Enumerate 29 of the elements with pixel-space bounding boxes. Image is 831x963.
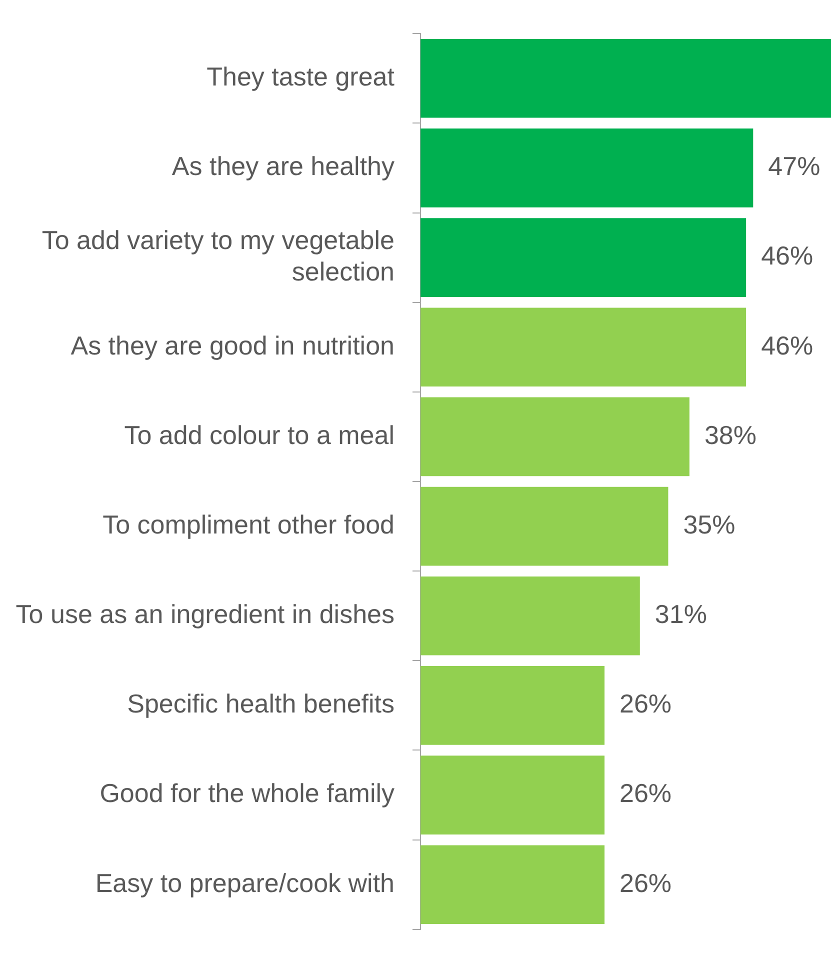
bar	[420, 576, 640, 656]
bar	[420, 845, 605, 924]
bar	[420, 38, 831, 118]
data-label: 35%	[683, 509, 736, 540]
data-label: 31%	[654, 599, 707, 630]
data-label: 26%	[620, 688, 672, 719]
data-label: 26%	[620, 868, 672, 898]
bar	[420, 397, 690, 476]
bar	[420, 756, 605, 834]
y-tick-label: As they are healthy	[172, 151, 394, 182]
y-tick-label: To compliment other food	[102, 509, 394, 540]
y-tick-label: They taste great	[206, 62, 396, 92]
y-tick-label: As they are good in nutrition	[70, 330, 394, 360]
bar	[420, 486, 668, 566]
y-tick-label: To add variety to my vegetable selection	[42, 225, 394, 286]
data-label: 46%	[761, 330, 814, 360]
y-tick-label: To add colour to a meal	[124, 420, 394, 450]
data-label: 38%	[704, 420, 756, 450]
bar	[420, 128, 754, 208]
bar	[420, 308, 746, 387]
data-label: 47%	[768, 151, 820, 182]
y-tick-label: Good for the whole family	[100, 778, 394, 808]
data-label: 26%	[620, 778, 672, 808]
data-label: 46%	[761, 240, 814, 271]
y-tick-label: Specific health benefits	[127, 688, 394, 719]
y-tick-label: Easy to prepare/cook with	[95, 868, 394, 898]
bar	[420, 666, 605, 745]
y-tick-label: To use as an ingredient in dishes	[16, 599, 394, 630]
bar	[420, 218, 746, 297]
